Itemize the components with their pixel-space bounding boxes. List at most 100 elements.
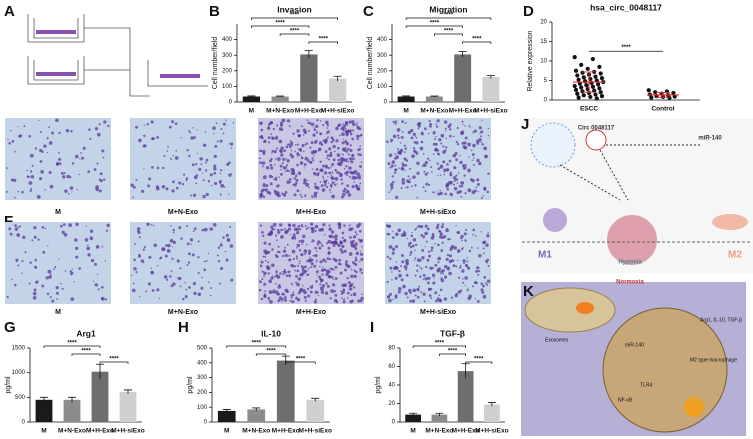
stained-cell xyxy=(424,277,428,281)
stained-cell xyxy=(41,284,45,288)
stained-cell xyxy=(326,124,329,127)
x-tick-label: M+H-Exo xyxy=(449,108,477,115)
stained-cell xyxy=(449,171,452,174)
stained-cell xyxy=(75,222,79,227)
stained-cell xyxy=(313,155,315,157)
stained-cell xyxy=(344,139,348,143)
y-tick-label: 100 xyxy=(197,405,208,411)
stained-cell xyxy=(61,287,64,290)
stained-cell xyxy=(277,191,280,194)
stained-cell xyxy=(409,178,412,180)
error-bar xyxy=(40,396,48,403)
stained-cell xyxy=(275,176,278,179)
stained-cell xyxy=(453,246,458,250)
stained-cell xyxy=(18,225,21,228)
stained-cell xyxy=(276,135,278,138)
stained-cell xyxy=(187,252,191,256)
stained-cell xyxy=(467,168,471,173)
stained-cell xyxy=(460,196,463,198)
stained-cell xyxy=(47,245,49,247)
stained-cell xyxy=(135,271,138,274)
stained-cell xyxy=(274,163,276,166)
stained-cell xyxy=(311,239,315,243)
stained-cell xyxy=(341,141,345,145)
stained-cell xyxy=(147,184,151,188)
stained-cell xyxy=(478,126,482,130)
stained-cell xyxy=(17,226,19,229)
stained-cell xyxy=(324,150,328,153)
error-bar xyxy=(96,363,104,380)
stained-cell xyxy=(394,157,397,160)
stained-cell xyxy=(296,246,298,249)
stained-cell xyxy=(345,260,348,263)
stained-cell xyxy=(419,224,424,229)
stained-cell xyxy=(63,232,68,237)
stained-cell xyxy=(345,142,350,146)
stained-cell xyxy=(297,277,302,281)
stained-cell xyxy=(99,172,103,176)
stained-cell xyxy=(219,139,223,143)
stained-cell xyxy=(286,243,289,246)
stained-cell xyxy=(464,239,467,242)
chart-title: Arg1 xyxy=(76,328,96,338)
stained-cell xyxy=(337,225,342,230)
stained-cell xyxy=(424,231,428,236)
stained-cell xyxy=(387,162,391,166)
stained-cell xyxy=(68,223,73,227)
stained-cell xyxy=(309,266,311,269)
stained-cell xyxy=(325,120,329,125)
panel-label: D xyxy=(523,3,534,20)
stained-cell xyxy=(282,157,286,161)
stained-cell xyxy=(351,137,355,141)
stained-cell xyxy=(214,144,218,148)
stained-cell xyxy=(350,160,354,164)
stained-cell xyxy=(142,144,146,148)
stained-cell xyxy=(296,189,300,193)
stained-cell xyxy=(331,162,335,166)
stained-cell xyxy=(279,223,283,227)
stained-cell xyxy=(420,268,423,270)
significance-bracket xyxy=(462,41,492,44)
stained-cell xyxy=(447,237,450,241)
stained-cell xyxy=(353,176,357,180)
stained-cell xyxy=(46,137,49,140)
stained-cell xyxy=(482,294,487,299)
stained-cell xyxy=(347,193,352,197)
stained-cell xyxy=(164,254,168,258)
stained-cell xyxy=(461,120,464,123)
stained-cell xyxy=(404,163,408,167)
significance-label: **** xyxy=(319,37,329,43)
stained-cell xyxy=(462,164,466,168)
stained-cell xyxy=(14,283,17,287)
stained-cell xyxy=(271,290,276,294)
stained-cell xyxy=(439,189,441,192)
stained-cell xyxy=(55,286,59,290)
stained-cell xyxy=(262,188,265,192)
stained-cell xyxy=(263,139,267,143)
stained-cell xyxy=(158,297,161,300)
stained-cell xyxy=(268,191,272,195)
stained-cell xyxy=(22,235,26,239)
stained-cell xyxy=(462,259,466,263)
stained-cell xyxy=(453,166,457,170)
data-point xyxy=(580,89,585,94)
bar xyxy=(482,77,500,102)
stained-cell xyxy=(483,252,485,255)
stained-cell xyxy=(162,247,166,252)
stained-cell xyxy=(297,291,301,295)
stained-cell xyxy=(193,291,197,296)
stained-cell xyxy=(323,138,328,143)
stained-cell xyxy=(324,183,327,186)
stained-cell xyxy=(417,124,421,128)
significance-label: **** xyxy=(430,21,440,27)
data-point xyxy=(572,83,577,89)
significance-bracket xyxy=(43,345,101,348)
stained-cell xyxy=(284,246,287,249)
y-tick-label: 20 xyxy=(388,401,395,407)
stained-cell xyxy=(268,290,273,294)
stained-cell xyxy=(282,270,285,273)
error-bar xyxy=(333,75,342,81)
stained-cell xyxy=(427,227,430,231)
stained-cell xyxy=(70,297,75,301)
stained-cell xyxy=(199,157,203,161)
